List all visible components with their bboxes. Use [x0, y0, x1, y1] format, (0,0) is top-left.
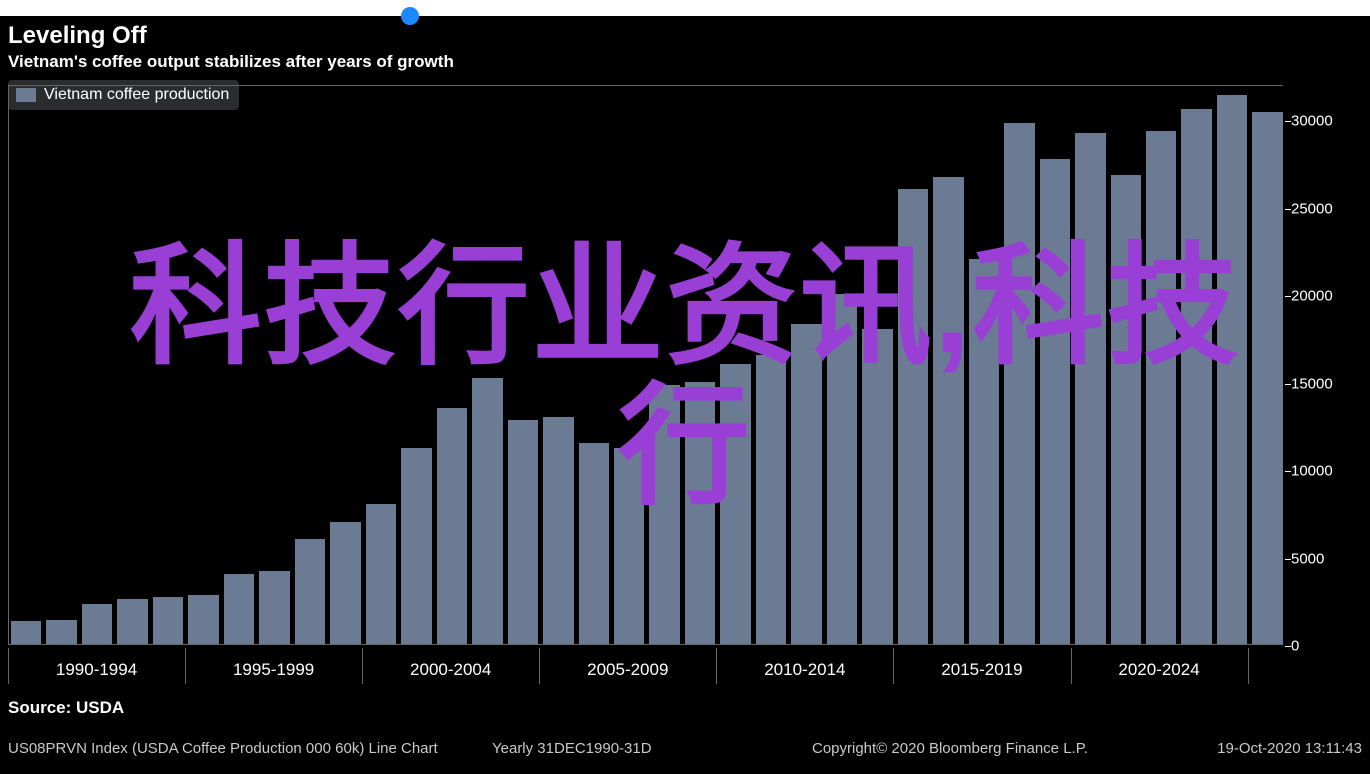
bar [614, 448, 644, 644]
xaxis-separator [1071, 648, 1072, 684]
bar [224, 574, 254, 644]
ytick-label: 10000 [1291, 463, 1351, 480]
xaxis-group-label: 2010-2014 [764, 660, 845, 680]
footer: US08PRVN Index (USDA Coffee Production 0… [0, 724, 1370, 774]
bar [295, 539, 325, 644]
bar [330, 522, 360, 645]
bar [969, 259, 999, 644]
bar [117, 599, 147, 645]
xaxis-group-label: 1995-1999 [233, 660, 314, 680]
bar [649, 385, 679, 644]
xaxis-separator [893, 648, 894, 684]
bar [898, 189, 928, 644]
footer-index: US08PRVN Index (USDA Coffee Production 0… [8, 740, 438, 757]
bar [1217, 95, 1247, 645]
xaxis-separator [539, 648, 540, 684]
xaxis-separator [362, 648, 363, 684]
chart-subtitle: Vietnam's coffee output stabilizes after… [8, 52, 454, 72]
xaxis-group-label: 2015-2019 [941, 660, 1022, 680]
bar [791, 324, 821, 644]
bar [933, 177, 963, 644]
bar [82, 604, 112, 644]
bars-container [9, 86, 1283, 644]
bar [862, 329, 892, 644]
xaxis-group-label: 2000-2004 [410, 660, 491, 680]
bar [685, 382, 715, 645]
ytick-label: 20000 [1291, 288, 1351, 305]
bar [1181, 109, 1211, 645]
bar [756, 355, 786, 644]
bar [720, 364, 750, 644]
marker-dot-icon [401, 7, 419, 25]
chart-title: Leveling Off [8, 22, 147, 50]
footer-timestamp: 19-Oct-2020 13:11:43 [1217, 740, 1362, 757]
bar [1111, 175, 1141, 644]
xaxis-separator [8, 648, 9, 684]
bar [1146, 131, 1176, 644]
ytick-label: 5000 [1291, 550, 1351, 567]
ytick-label: 0 [1291, 638, 1351, 655]
xaxis-separator [716, 648, 717, 684]
xaxis-group-label: 2020-2024 [1118, 660, 1199, 680]
bar [437, 408, 467, 644]
xaxis-separator [185, 648, 186, 684]
footer-copyright: Copyright© 2020 Bloomberg Finance L.P. [812, 740, 1088, 757]
ytick-label: 30000 [1291, 113, 1351, 130]
xaxis-group-label: 2005-2009 [587, 660, 668, 680]
bar [401, 448, 431, 644]
bar [472, 378, 502, 644]
ytick-label: 25000 [1291, 200, 1351, 217]
bar [1040, 159, 1070, 644]
bar [188, 595, 218, 644]
bar [827, 294, 857, 644]
bar [153, 597, 183, 644]
footer-range: Yearly 31DEC1990-31D [492, 740, 652, 757]
xaxis-group-label: 1990-1994 [56, 660, 137, 680]
bar [46, 620, 76, 645]
source-label: Source: USDA [8, 698, 124, 718]
xaxis-separator [1248, 648, 1249, 684]
bar [1004, 123, 1034, 645]
bar [543, 417, 573, 645]
bar [508, 420, 538, 644]
bar [259, 571, 289, 645]
bar [1075, 133, 1105, 644]
bar [11, 621, 41, 644]
top-white-strip [0, 0, 1370, 16]
plot-area: 050001000015000200002500030000 [8, 85, 1283, 645]
bar [1252, 112, 1282, 644]
bar [366, 504, 396, 644]
ytick-label: 15000 [1291, 375, 1351, 392]
xaxis: 1990-1994 1995-1999 2000-2004 2005-2009 2010… [8, 648, 1283, 688]
bar [579, 443, 609, 644]
